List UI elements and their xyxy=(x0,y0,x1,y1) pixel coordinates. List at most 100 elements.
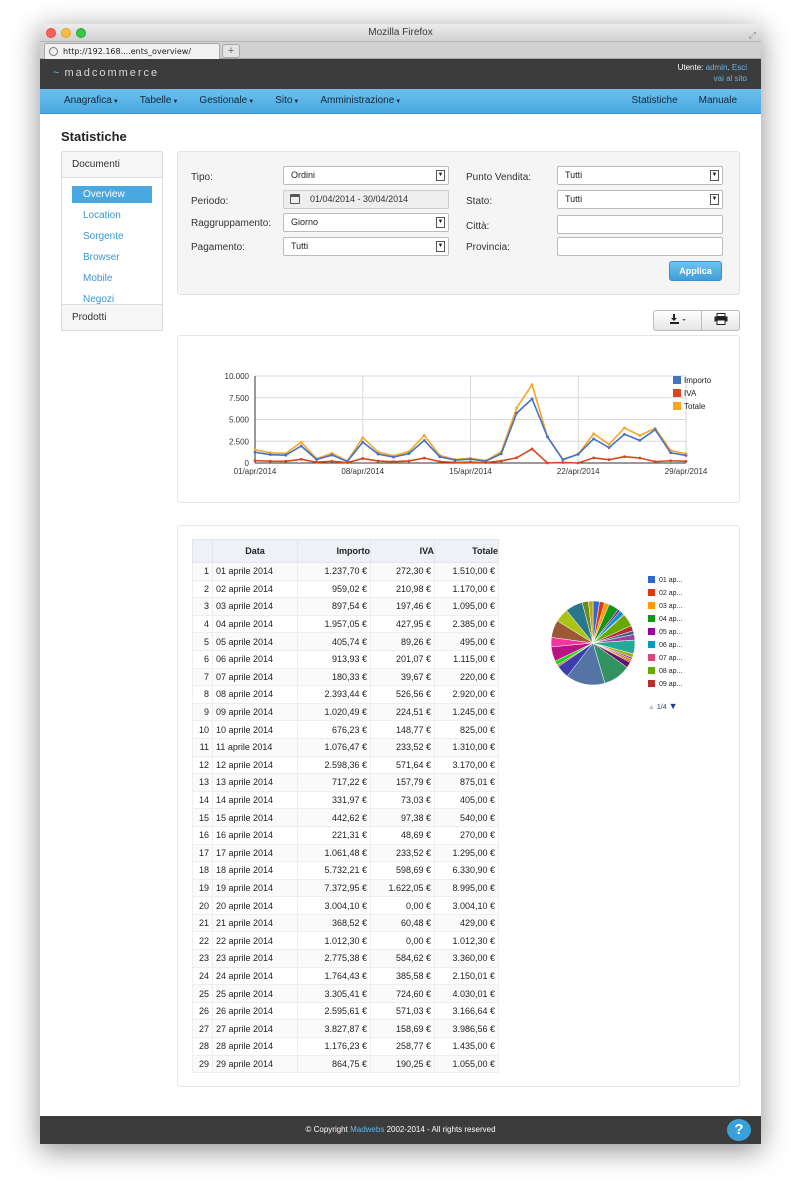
data-point[interactable] xyxy=(499,459,503,463)
data-point[interactable] xyxy=(592,456,596,460)
data-point[interactable] xyxy=(638,456,642,460)
provincia-input[interactable] xyxy=(557,237,723,256)
periodo-date-range[interactable]: 01/04/2014 - 30/04/2014 xyxy=(283,190,449,209)
data-point[interactable] xyxy=(361,457,365,460)
data-point[interactable] xyxy=(684,459,688,463)
sidebar-item-overview[interactable]: Overview xyxy=(72,186,152,203)
data-point[interactable] xyxy=(638,439,642,442)
data-point[interactable] xyxy=(623,455,626,459)
logout-link[interactable]: Esci xyxy=(731,63,747,72)
data-point[interactable] xyxy=(515,406,519,410)
data-point[interactable] xyxy=(407,452,411,456)
data-point[interactable] xyxy=(546,461,549,465)
data-point[interactable] xyxy=(253,450,257,454)
col-header-totale[interactable]: Totale xyxy=(434,539,499,563)
sidebar-documents-header[interactable]: Documenti xyxy=(72,159,120,170)
data-point[interactable] xyxy=(607,446,611,450)
pie-legend-item[interactable]: 03 ap... xyxy=(648,602,682,615)
data-point[interactable] xyxy=(684,454,688,457)
nav-amministrazione[interactable]: Amministrazione▼ xyxy=(320,89,401,114)
sidebar-item-sorgente[interactable]: Sorgente xyxy=(83,231,124,242)
data-point[interactable] xyxy=(268,459,272,463)
data-point[interactable] xyxy=(530,383,534,387)
help-icon[interactable]: ? xyxy=(727,1119,751,1141)
punto-vendita-select[interactable]: Tutti ▼ xyxy=(557,166,723,185)
col-header-index[interactable] xyxy=(192,539,213,563)
data-point[interactable] xyxy=(438,455,442,459)
data-point[interactable] xyxy=(546,435,549,439)
pie-legend-item[interactable]: 02 ap... xyxy=(648,589,682,602)
data-point[interactable] xyxy=(453,460,457,464)
data-point[interactable] xyxy=(361,440,365,444)
data-point[interactable] xyxy=(607,442,611,446)
data-point[interactable] xyxy=(268,453,272,457)
data-point[interactable] xyxy=(330,459,334,463)
data-point[interactable] xyxy=(284,459,288,463)
data-point[interactable] xyxy=(392,455,395,459)
pie-legend-item[interactable]: 07 ap... xyxy=(648,654,682,667)
minimize-window-button[interactable] xyxy=(61,28,71,38)
data-point[interactable] xyxy=(422,434,426,437)
data-point[interactable] xyxy=(530,447,534,451)
data-point[interactable] xyxy=(407,459,411,463)
data-point[interactable] xyxy=(499,452,503,456)
data-point[interactable] xyxy=(484,461,488,464)
sidebar-item-mobile[interactable]: Mobile xyxy=(83,273,113,284)
data-point[interactable] xyxy=(422,438,426,442)
data-point[interactable] xyxy=(315,460,318,464)
data-point[interactable] xyxy=(361,436,365,439)
export-dropdown-button[interactable] xyxy=(654,311,702,330)
pager-up-icon[interactable]: ▲ xyxy=(648,704,655,711)
browser-tab[interactable]: http://192.168....ents_overview/ xyxy=(44,43,220,59)
data-point[interactable] xyxy=(592,437,596,441)
col-header-importo[interactable]: Importo xyxy=(297,539,371,563)
data-point[interactable] xyxy=(422,456,426,460)
data-point[interactable] xyxy=(345,461,349,465)
pie-legend-item[interactable]: 01 ap... xyxy=(648,576,682,589)
legend-label[interactable]: Importo xyxy=(684,376,712,385)
data-point[interactable] xyxy=(623,426,626,430)
data-point[interactable] xyxy=(376,459,380,463)
visit-site-link[interactable]: vai al sito xyxy=(713,74,747,83)
data-point[interactable] xyxy=(376,452,380,456)
apply-button[interactable]: Applica xyxy=(669,261,722,281)
raggruppamento-select[interactable]: Giorno ▼ xyxy=(283,213,449,232)
app-logo[interactable]: ~ madcommerce xyxy=(53,67,159,79)
data-point[interactable] xyxy=(607,458,611,462)
data-point[interactable] xyxy=(469,460,472,464)
data-point[interactable] xyxy=(330,453,334,457)
data-point[interactable] xyxy=(592,432,596,436)
data-point[interactable] xyxy=(299,440,303,444)
col-header-data[interactable]: Data xyxy=(212,539,298,563)
data-point[interactable] xyxy=(576,461,580,465)
nav-statistiche[interactable]: Statistiche xyxy=(631,95,678,106)
nav-anagrafica[interactable]: Anagrafica▼ xyxy=(64,89,119,114)
data-point[interactable] xyxy=(299,444,303,448)
data-point[interactable] xyxy=(469,457,472,461)
maximize-window-button[interactable] xyxy=(76,28,86,38)
tipo-select[interactable]: Ordini ▼ xyxy=(283,166,449,185)
data-point[interactable] xyxy=(315,458,318,461)
data-point[interactable] xyxy=(392,460,395,464)
data-point[interactable] xyxy=(253,459,257,463)
data-point[interactable] xyxy=(653,428,657,432)
footer-company-link[interactable]: Madwebs xyxy=(350,1125,385,1134)
data-point[interactable] xyxy=(530,397,534,401)
fullscreen-icon[interactable]: ⤢ xyxy=(748,30,756,40)
sidebar-item-location[interactable]: Location xyxy=(83,210,121,221)
data-point[interactable] xyxy=(638,434,642,437)
pie-legend-item[interactable]: 09 ap... xyxy=(648,680,682,693)
print-button[interactable] xyxy=(702,311,739,330)
data-point[interactable] xyxy=(438,460,442,464)
nav-tabelle[interactable]: Tabelle▼ xyxy=(140,89,179,114)
sidebar-item-browser[interactable]: Browser xyxy=(83,252,120,263)
data-point[interactable] xyxy=(253,448,257,452)
data-point[interactable] xyxy=(299,457,303,461)
pie-legend-item[interactable]: 08 ap... xyxy=(648,667,682,680)
data-point[interactable] xyxy=(561,461,565,464)
data-point[interactable] xyxy=(623,432,626,436)
pie-legend-item[interactable]: 04 ap... xyxy=(648,615,682,628)
pagamento-select[interactable]: Tutti ▼ xyxy=(283,237,449,256)
pie-legend-item[interactable]: 06 ap... xyxy=(648,641,682,654)
close-window-button[interactable] xyxy=(46,28,56,38)
